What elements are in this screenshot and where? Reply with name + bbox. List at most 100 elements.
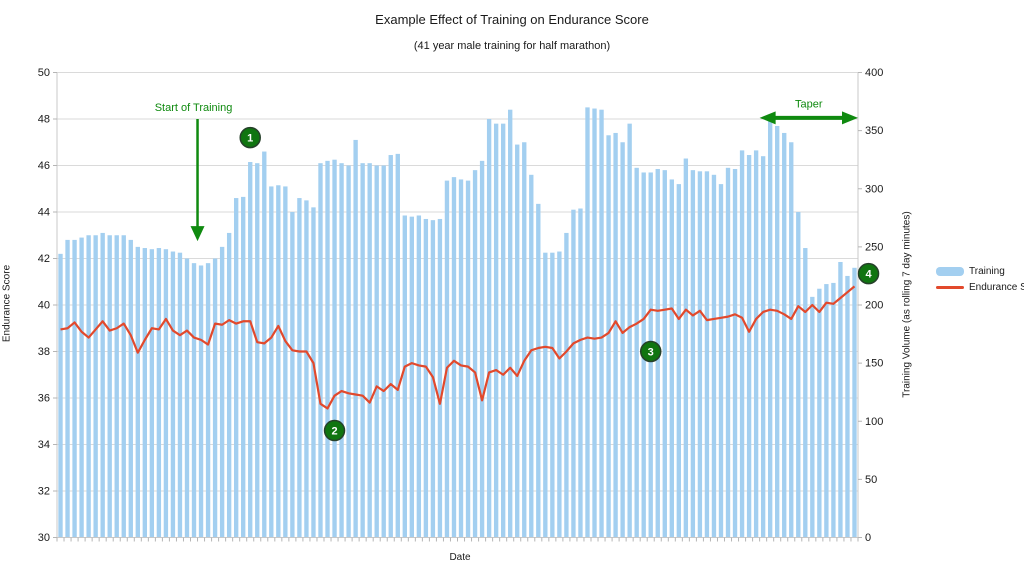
bar [170, 251, 176, 538]
y-left-tick-label: 32 [38, 486, 50, 498]
bar [529, 174, 534, 538]
bar [620, 142, 625, 538]
bar [775, 125, 780, 538]
y-right-tick-label: 300 [865, 183, 883, 195]
endurance-line [60, 285, 856, 410]
bar [395, 153, 400, 538]
bar [662, 170, 667, 538]
legend-swatch-endurance-line [936, 286, 964, 289]
bar [451, 177, 457, 538]
bar [845, 275, 850, 538]
bar [585, 107, 590, 538]
bar [592, 108, 597, 538]
y-right-tick-label: 200 [865, 300, 883, 312]
y-right-tick-label: 50 [865, 474, 877, 486]
bar [128, 239, 133, 538]
bar [704, 171, 710, 538]
bar [304, 200, 309, 538]
bar [107, 235, 112, 538]
bar [374, 165, 379, 538]
bar [739, 150, 745, 538]
bar [536, 203, 541, 538]
bar [789, 142, 794, 538]
bar [613, 132, 618, 538]
y-right-tick-label: 150 [865, 358, 883, 370]
marker-circle-2 [323, 419, 346, 442]
y-left-tick-label: 48 [38, 114, 50, 126]
bar [571, 209, 576, 538]
bar [515, 144, 520, 538]
bar [852, 267, 857, 538]
y-right-tick-label: 250 [865, 241, 883, 253]
bar [226, 232, 232, 538]
legend: Training Endurance Score [936, 266, 1024, 298]
bar [332, 159, 337, 538]
bar [191, 263, 197, 538]
y-left-tick-label: 34 [38, 439, 50, 451]
y-axis-label-right: Training Volume (as rolling 7 day minute… [901, 211, 913, 398]
y-axis-label-left: Endurance Score [1, 264, 13, 343]
bar [732, 168, 738, 538]
bar [311, 207, 316, 538]
bar [241, 196, 246, 538]
bar [782, 132, 787, 538]
bar [339, 163, 344, 538]
bar [65, 239, 70, 538]
marker-circle-4 [857, 262, 880, 285]
chart-subtitle: (41 year male training for half marathon… [413, 40, 611, 52]
bar [606, 135, 611, 538]
bar [72, 239, 77, 538]
bar [627, 123, 632, 538]
bar [760, 156, 766, 538]
bar [444, 180, 450, 538]
marker-number-3: 3 [648, 346, 654, 358]
taper-arrowhead-left [759, 111, 776, 125]
legend-label-endurance: Endurance Score [969, 282, 1024, 293]
bar [725, 167, 731, 538]
bar [248, 162, 253, 538]
bar [121, 235, 126, 538]
bar [163, 249, 169, 538]
taper-arrowhead-right [842, 111, 858, 125]
bar [367, 163, 372, 538]
y-left-tick-label: 50 [38, 67, 50, 79]
marker-number-4: 4 [865, 268, 872, 280]
marker-number-1: 1 [247, 132, 253, 144]
bar [683, 158, 689, 538]
bar [831, 282, 836, 538]
legend-item-endurance: Endurance Score [936, 282, 1024, 293]
bar [205, 263, 211, 538]
bar [486, 119, 492, 538]
bar [634, 167, 639, 538]
bar [297, 198, 302, 538]
bar [346, 165, 351, 538]
bar [746, 155, 752, 538]
bar [753, 150, 759, 538]
bar [479, 160, 485, 538]
x-axis-label: Date [449, 552, 471, 563]
bar [58, 253, 63, 538]
bar [177, 252, 183, 538]
start-of-training-label: Start of Training [155, 102, 233, 114]
bar [135, 246, 140, 538]
start-of-training-arrowhead [190, 226, 205, 242]
bar [522, 142, 527, 538]
bar [437, 218, 443, 538]
bar [690, 170, 696, 538]
bar [718, 184, 724, 538]
bar [500, 123, 506, 538]
bar [93, 235, 98, 538]
bar [255, 163, 260, 538]
bar [599, 109, 604, 538]
bar [416, 215, 422, 538]
bar [669, 179, 674, 538]
bar [838, 261, 843, 538]
y-right-tick-label: 350 [865, 125, 883, 137]
bar [142, 248, 148, 538]
bar [409, 216, 415, 538]
legend-swatch-training-bar [936, 267, 964, 276]
bar [212, 258, 218, 538]
bar [543, 252, 548, 538]
